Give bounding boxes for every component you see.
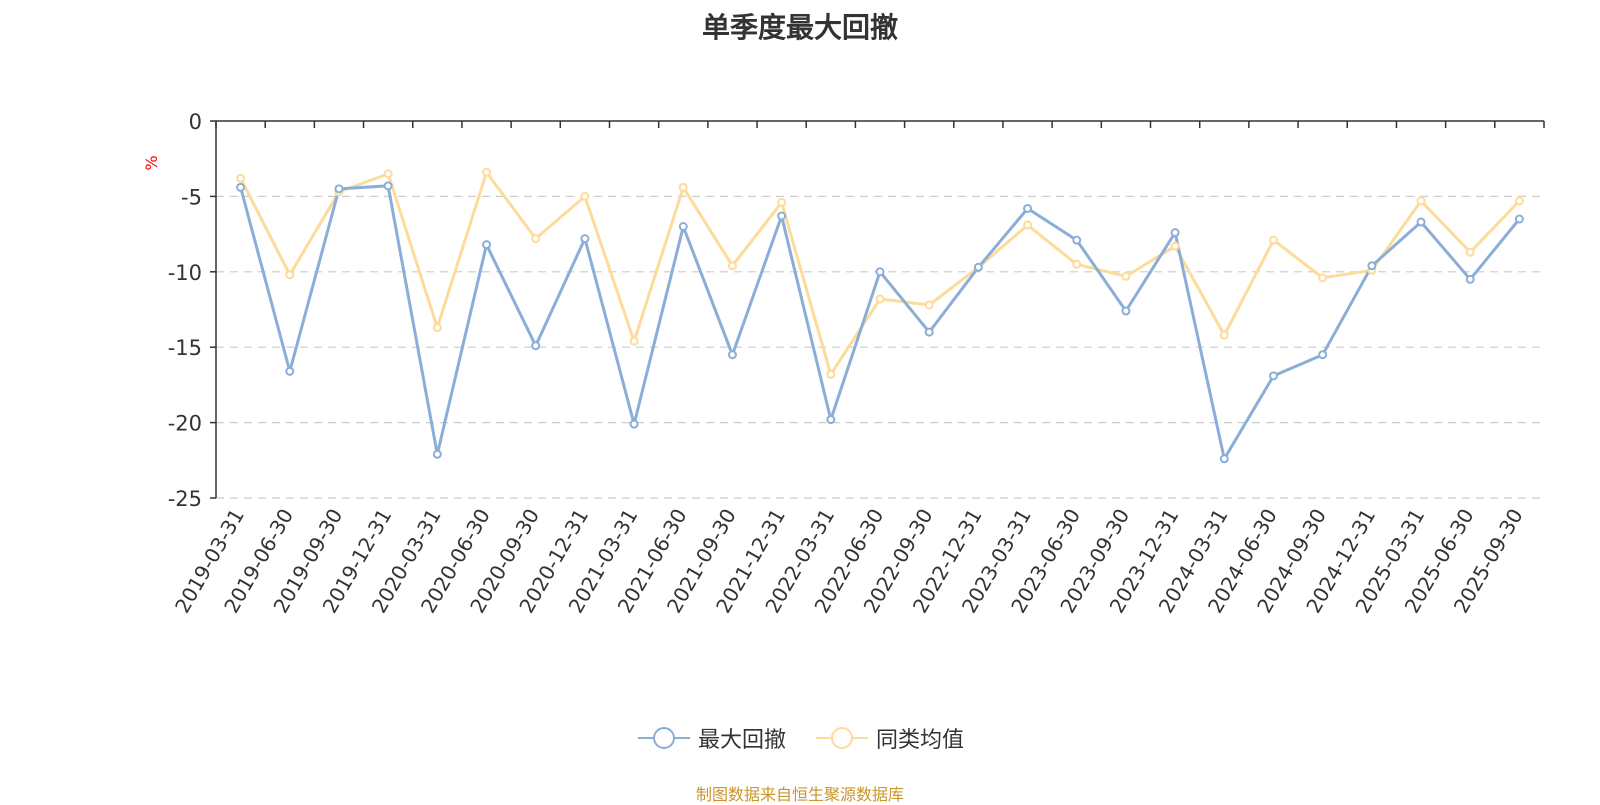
series-1-point-22 xyxy=(1318,350,1328,360)
y-tick-label-3: -15 xyxy=(168,336,202,360)
series-1-point-9 xyxy=(678,222,688,232)
source-note: 制图数据来自恒生聚源数据库 xyxy=(695,785,904,804)
series-points xyxy=(236,167,1524,464)
y-tick-label-5: -25 xyxy=(168,487,202,511)
legend-item-series-2[interactable]: 同类均值 xyxy=(816,722,964,754)
series-1-point-17 xyxy=(1072,235,1082,245)
series-1-point-7 xyxy=(580,234,590,244)
series-1-point-21 xyxy=(1268,371,1278,381)
series-2-point-21 xyxy=(1268,235,1278,245)
series-2-point-9 xyxy=(678,182,688,192)
series-2-point-6 xyxy=(531,234,541,244)
series-2-point-10 xyxy=(727,261,737,271)
series-2-point-17 xyxy=(1072,259,1082,269)
series-1-point-13 xyxy=(875,267,885,277)
series-2-point-16 xyxy=(1023,220,1033,230)
series-1-point-1 xyxy=(285,366,295,376)
series-1-point-16 xyxy=(1023,203,1033,213)
series-1-point-3 xyxy=(383,181,393,191)
series-1-point-0 xyxy=(236,182,246,192)
series-2-point-8 xyxy=(629,336,639,346)
legend-swatch-2 xyxy=(816,727,868,749)
series-2-point-22 xyxy=(1318,273,1328,283)
y-tick-label-0: 0 xyxy=(189,110,202,134)
axes xyxy=(210,120,1545,499)
series-2-point-24 xyxy=(1416,196,1426,206)
series-1-point-6 xyxy=(531,341,541,351)
series-2-point-4 xyxy=(432,323,442,333)
series-2-point-19 xyxy=(1170,241,1180,251)
series-2-point-7 xyxy=(580,191,590,201)
series-1-point-18 xyxy=(1121,306,1131,316)
series-1-point-12 xyxy=(826,415,836,425)
series-1-point-14 xyxy=(924,327,934,337)
y-axis-label: % xyxy=(142,155,161,170)
series-1-point-11 xyxy=(777,211,787,221)
series-1-point-26 xyxy=(1514,214,1524,224)
series-line-1 xyxy=(239,184,1521,461)
series-lines xyxy=(239,170,1521,461)
series-2-point-20 xyxy=(1219,330,1229,340)
series-1-point-5 xyxy=(482,240,492,250)
legend-item-series-1[interactable]: 最大回撤 xyxy=(638,722,786,754)
series-2-point-3 xyxy=(383,169,393,179)
series-2-point-14 xyxy=(924,300,934,310)
series-1-point-8 xyxy=(629,419,639,429)
series-2-point-13 xyxy=(875,294,885,304)
legend-label-2: 同类均值 xyxy=(876,728,965,753)
y-tick-label-2: -10 xyxy=(168,261,202,285)
grid-lines xyxy=(216,195,1544,499)
legend-label-1: 最大回撤 xyxy=(698,728,787,753)
series-1-point-19 xyxy=(1170,228,1180,238)
legend-swatch-1 xyxy=(638,727,690,749)
series-1-point-10 xyxy=(727,350,737,360)
series-2-point-5 xyxy=(482,167,492,177)
series-2-point-11 xyxy=(777,197,787,207)
series-2-point-0 xyxy=(236,173,246,183)
series-1-point-2 xyxy=(334,184,344,194)
series-2-point-25 xyxy=(1465,247,1475,257)
chart-title: 单季度最大回撤 xyxy=(701,11,898,44)
series-1-point-20 xyxy=(1219,454,1229,464)
series-1-point-15 xyxy=(973,262,983,272)
series-1-point-24 xyxy=(1416,217,1426,227)
y-tick-label-1: -5 xyxy=(181,185,202,209)
series-2-point-1 xyxy=(285,270,295,280)
series-2-point-18 xyxy=(1121,271,1131,281)
y-tick-label-4: -20 xyxy=(168,412,202,436)
series-1-point-4 xyxy=(432,449,442,459)
series-1-point-25 xyxy=(1465,274,1475,284)
series-2-point-12 xyxy=(826,369,836,379)
series-1-point-23 xyxy=(1367,261,1377,271)
series-2-point-26 xyxy=(1514,196,1524,206)
